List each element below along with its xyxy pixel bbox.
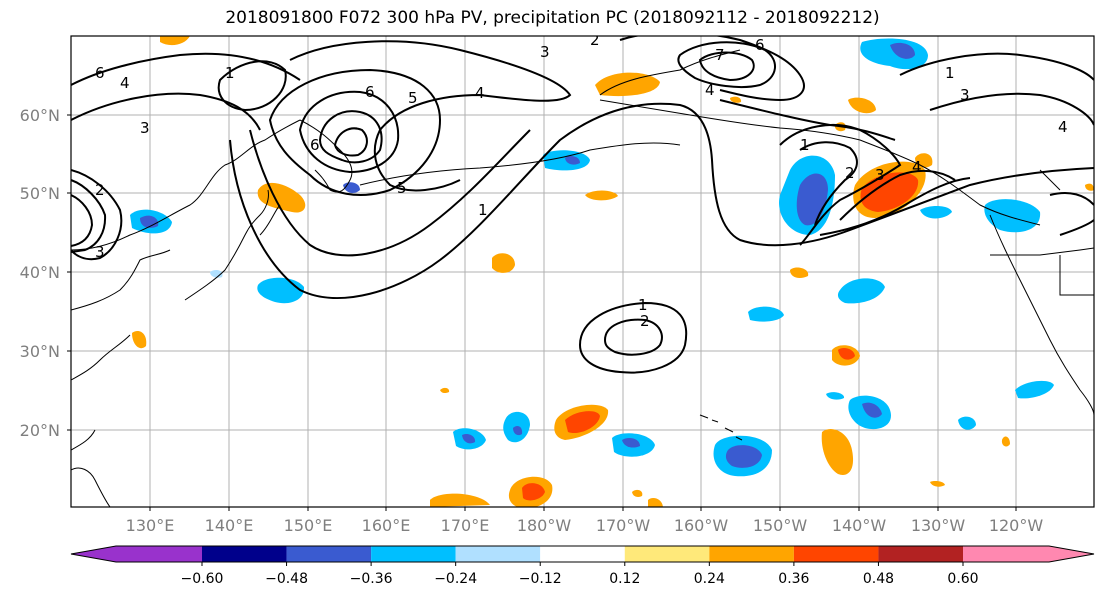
contour-label: 6 (95, 64, 105, 82)
lon-label: 130°E (126, 516, 175, 535)
lon-label: 160°W (674, 516, 729, 535)
contour-label: 4 (705, 81, 715, 99)
contour-label: 2 (640, 312, 650, 330)
contour-label: 2 (845, 164, 855, 182)
contour-label: 3 (875, 166, 885, 184)
lat-label: 30°N (20, 342, 60, 361)
chart-title: 2018091800 F072 300 hPa PV, precipitatio… (225, 8, 880, 28)
precip-shading (130, 36, 1094, 507)
colorbar-segment (202, 546, 287, 562)
colorbar-segment (116, 546, 202, 562)
colorbar-label: 0.48 (863, 571, 894, 587)
colorbar-segment (371, 546, 456, 562)
lon-label: 150°W (753, 516, 808, 535)
contour-label: 3 (960, 86, 970, 104)
colorbar-label: −0.24 (434, 571, 477, 587)
lon-label: 160°E (362, 516, 411, 535)
lon-label: 170°W (596, 516, 651, 535)
contour-label: 5 (397, 179, 407, 197)
colorbar-label: −0.48 (265, 571, 308, 587)
contour-label: 1 (225, 64, 235, 82)
lon-labels: 130°E 140°E 150°E 160°E 170°E 180°W 170°… (126, 516, 1044, 535)
lat-label: 60°N (20, 106, 60, 125)
contour-label: 1 (945, 64, 955, 82)
contour-label: 6 (365, 83, 375, 101)
contour-label: 4 (475, 84, 485, 102)
ticks (67, 114, 1017, 511)
contour-label: 4 (120, 74, 130, 92)
contour-label: 6 (310, 136, 320, 154)
gridlines (71, 36, 1094, 507)
colorbar-segment (793, 546, 879, 562)
colorbar-segment (624, 546, 710, 562)
colorbar-segment (878, 546, 963, 562)
colorbar-extend-max (1049, 546, 1094, 562)
lon-label: 120°W (989, 516, 1044, 535)
colorbar-label: −0.60 (181, 571, 224, 587)
colorbar-segment (709, 546, 794, 562)
lon-label: 140°W (832, 516, 887, 535)
contour-label: 1 (478, 201, 488, 219)
colorbar-label: 0.60 (947, 571, 978, 587)
colorbar-label: −0.36 (350, 571, 393, 587)
lon-label: 140°E (205, 516, 254, 535)
colorbar: −0.60 −0.48 −0.36 −0.24 −0.12 0.12 0.24 0.36 0.4… (70, 545, 1095, 587)
colorbar-outline (70, 545, 1095, 563)
contour-label: 3 (95, 243, 105, 261)
contour-label: 4 (912, 158, 922, 176)
contour-label: 6 (755, 36, 765, 54)
lat-label: 40°N (20, 263, 60, 282)
lat-labels: 60°N 50°N 40°N 30°N 20°N (20, 106, 60, 440)
contour-label: 2 (95, 181, 105, 199)
colorbar-extend-min (71, 546, 116, 562)
contour-label: 5 (408, 89, 418, 107)
colorbar-segment (540, 546, 625, 562)
colorbar-segment (455, 546, 541, 562)
colorbar-label: −0.12 (519, 571, 562, 587)
colorbar-segment (286, 546, 372, 562)
contour-label: 2 (590, 31, 600, 49)
contour-labels: 1 1 1 1 1 2 2 2 2 3 3 3 3 3 4 4 4 4 4 5 … (95, 31, 1068, 330)
contour-label: 4 (1058, 118, 1068, 136)
contour-label: 1 (638, 296, 648, 314)
contour-label: 3 (540, 43, 550, 61)
contour-label: 3 (140, 119, 150, 137)
lon-label: 150°E (284, 516, 333, 535)
lat-label: 20°N (20, 421, 60, 440)
lon-label: 170°E (441, 516, 490, 535)
colorbar-segment (963, 546, 1049, 562)
lat-label: 50°N (20, 184, 60, 203)
colorbar-label: 0.36 (778, 571, 809, 587)
contour-label: 7 (715, 46, 725, 64)
colorbar-label: 0.24 (694, 571, 725, 587)
lon-label: 130°W (911, 516, 966, 535)
colorbar-label: 0.12 (609, 571, 640, 587)
contour-label: 1 (800, 136, 810, 154)
pv-contours (71, 36, 1094, 374)
lon-label: 180°W (517, 516, 572, 535)
